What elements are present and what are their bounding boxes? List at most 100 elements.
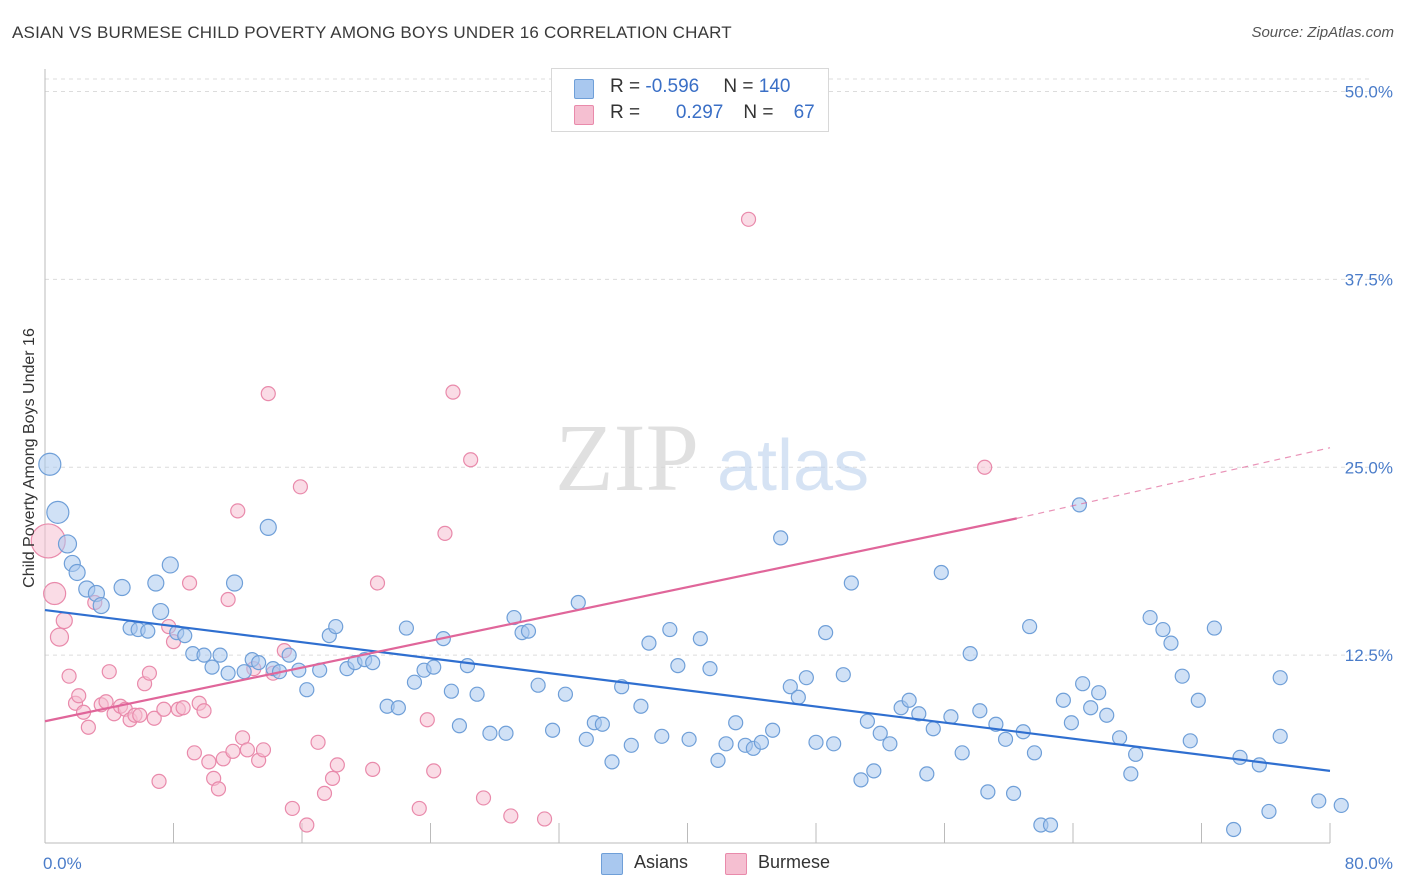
grid-lines bbox=[45, 78, 1370, 656]
legend-n-label: N = bbox=[743, 102, 779, 123]
burmese-point bbox=[475, 790, 492, 806]
asian-point bbox=[469, 686, 485, 702]
burmese-point bbox=[151, 773, 167, 789]
burmese-point bbox=[71, 688, 87, 704]
asian-point bbox=[753, 734, 769, 750]
asian-point bbox=[641, 635, 657, 651]
asian-point bbox=[1163, 635, 1179, 651]
burmese-point bbox=[201, 754, 217, 770]
burmese-points bbox=[30, 211, 993, 833]
asian-point bbox=[835, 667, 851, 683]
asian-point bbox=[161, 556, 179, 574]
burmese-point bbox=[284, 800, 300, 817]
asian-point bbox=[670, 658, 686, 674]
asian-point bbox=[426, 659, 442, 675]
watermark-zip: ZIP bbox=[555, 404, 699, 511]
burmese-point bbox=[977, 459, 993, 475]
asian-points bbox=[38, 452, 1349, 838]
tick-labels: 12.5% 25.0% 37.5% 50.0% 0.0% 80.0% bbox=[43, 83, 1393, 873]
asian-point bbox=[718, 736, 734, 752]
burmese-point bbox=[186, 745, 202, 761]
asian-point bbox=[972, 703, 988, 719]
asian-point bbox=[919, 766, 935, 782]
burmese-point bbox=[324, 770, 341, 786]
asian-point bbox=[1005, 785, 1022, 802]
burmese-point bbox=[80, 719, 96, 735]
asian-point bbox=[1111, 730, 1128, 746]
burmese-point bbox=[419, 712, 435, 728]
asian-point bbox=[46, 500, 70, 524]
burmese-point bbox=[369, 575, 386, 591]
asian-point bbox=[1226, 821, 1242, 838]
legend-r-value-asians: -0.596 bbox=[645, 76, 700, 97]
asian-point bbox=[236, 664, 252, 680]
asian-point bbox=[1063, 715, 1079, 731]
burmese-point bbox=[426, 763, 442, 779]
asian-point bbox=[520, 623, 537, 639]
burmese-point bbox=[299, 817, 315, 833]
asian-point bbox=[1142, 609, 1158, 626]
asian-point bbox=[299, 682, 315, 698]
asian-point bbox=[933, 564, 949, 581]
asian-point bbox=[92, 596, 110, 615]
asian-point bbox=[147, 574, 165, 592]
asian-point bbox=[866, 763, 882, 779]
asian-point bbox=[259, 518, 277, 536]
burmese-point bbox=[156, 701, 172, 717]
asian-point bbox=[482, 725, 498, 741]
asian-point bbox=[662, 621, 678, 638]
asian-point bbox=[506, 609, 522, 626]
legend-r-label: R = bbox=[610, 102, 646, 123]
burmese-point bbox=[445, 384, 461, 400]
asian-point bbox=[843, 575, 859, 591]
asian-point bbox=[859, 713, 876, 729]
asian-point bbox=[633, 698, 649, 714]
asian-point bbox=[681, 731, 697, 747]
legend-r-value-burmese: 0.297 bbox=[675, 102, 724, 123]
asian-point bbox=[578, 731, 594, 747]
asian-point bbox=[1272, 670, 1288, 686]
y-tick-label: 37.5% bbox=[1345, 270, 1393, 289]
asian-point bbox=[1042, 817, 1059, 833]
burmese-point bbox=[292, 479, 308, 495]
asian-point bbox=[1022, 618, 1038, 635]
burmese-point bbox=[239, 742, 255, 758]
asian-point bbox=[1026, 745, 1043, 761]
asian-point bbox=[459, 658, 476, 674]
burmese-point bbox=[740, 211, 757, 227]
legend-swatch-asians bbox=[574, 79, 594, 99]
chart-title: ASIAN VS BURMESE CHILD POVERTY AMONG BOY… bbox=[12, 23, 732, 42]
asian-point bbox=[1071, 497, 1088, 513]
burmese-point bbox=[260, 386, 276, 402]
asian-point bbox=[623, 737, 639, 753]
watermark-atlas: atlas bbox=[717, 426, 869, 506]
asian-point bbox=[1091, 685, 1107, 701]
asian-point bbox=[220, 665, 236, 681]
burmese-point bbox=[61, 668, 77, 684]
burmese-point bbox=[536, 811, 553, 827]
burmese-point bbox=[43, 581, 67, 606]
burmese-point bbox=[146, 710, 162, 726]
asian-point bbox=[68, 563, 86, 582]
asian-point bbox=[212, 647, 228, 663]
legend-r-label: R = bbox=[610, 76, 646, 97]
asian-point bbox=[390, 700, 406, 716]
legend-swatch-burmese bbox=[574, 105, 594, 125]
burmese-point bbox=[220, 591, 236, 608]
asian-point bbox=[1232, 749, 1248, 765]
asian-point bbox=[365, 655, 381, 671]
asian-point bbox=[962, 646, 978, 662]
source-label: Source: ZipAtlas.com bbox=[1251, 24, 1394, 41]
asian-point bbox=[872, 725, 888, 741]
asian-point bbox=[773, 530, 789, 546]
asian-point bbox=[728, 715, 744, 731]
burmese-point bbox=[225, 743, 241, 759]
asian-point bbox=[943, 709, 959, 725]
asian-point bbox=[152, 602, 170, 621]
asian-point bbox=[654, 728, 670, 744]
x-tick-label-min: 0.0% bbox=[43, 854, 82, 873]
asian-point bbox=[1272, 728, 1288, 744]
burmese-point bbox=[365, 761, 381, 777]
asian-point bbox=[1128, 746, 1144, 762]
